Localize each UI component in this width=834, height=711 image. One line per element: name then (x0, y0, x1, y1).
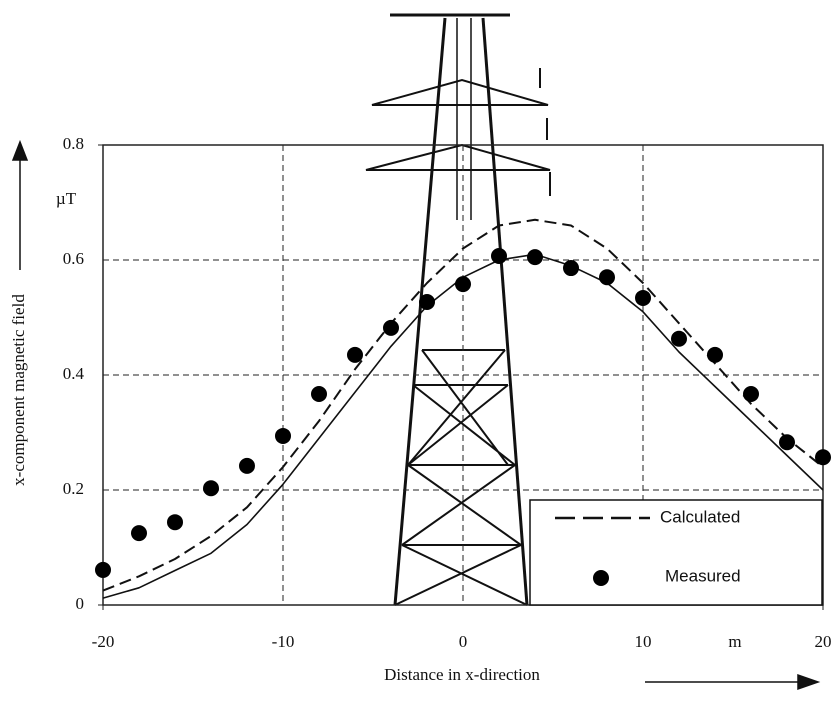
y-tick-label: 0 (76, 594, 85, 613)
data-point (383, 319, 399, 336)
y-unit: µT (56, 189, 77, 208)
data-point (707, 346, 723, 363)
legend-label: Measured (665, 566, 741, 585)
data-point (563, 260, 579, 277)
x-tick-label: -10 (272, 632, 295, 651)
data-point (671, 330, 687, 347)
x-tick-label: 10 (635, 632, 652, 651)
data-point (779, 434, 795, 451)
y-tick-label: 0.4 (63, 364, 85, 383)
data-point (491, 247, 507, 264)
data-point (239, 457, 255, 474)
data-point (311, 385, 327, 402)
data-point (131, 525, 147, 542)
tower (365, 13, 551, 606)
data-point (419, 293, 435, 310)
x-tick-label: 0 (459, 632, 468, 651)
data-point (527, 249, 543, 266)
y-tick-label: 0.2 (63, 479, 84, 498)
data-line (102, 218, 824, 592)
data-point (275, 427, 291, 444)
x-tick-label: -20 (92, 632, 115, 651)
y-axis-label: x-component magnetic field (9, 294, 28, 486)
data-point (743, 385, 759, 402)
x-axis-label: Distance in x-direction (384, 665, 540, 684)
plot-frame (102, 144, 824, 606)
axis-arrows (11, 139, 821, 691)
data-point (635, 289, 651, 306)
y-tick-label: 0.8 (63, 134, 84, 153)
data-point (815, 449, 831, 466)
legend: Calculated Measured (529, 499, 823, 606)
data-point (167, 514, 183, 531)
x-tick-label: 20 (815, 632, 832, 651)
y-tick-label: 0.6 (63, 249, 84, 268)
data-point (95, 561, 111, 578)
data-point (203, 480, 219, 497)
legend-box (529, 499, 823, 606)
legend-label: Calculated (660, 507, 740, 526)
data-point (455, 276, 471, 293)
data-point (347, 346, 363, 363)
legend-marker (593, 570, 609, 586)
data-point (599, 269, 615, 286)
x-unit: m (728, 632, 741, 651)
